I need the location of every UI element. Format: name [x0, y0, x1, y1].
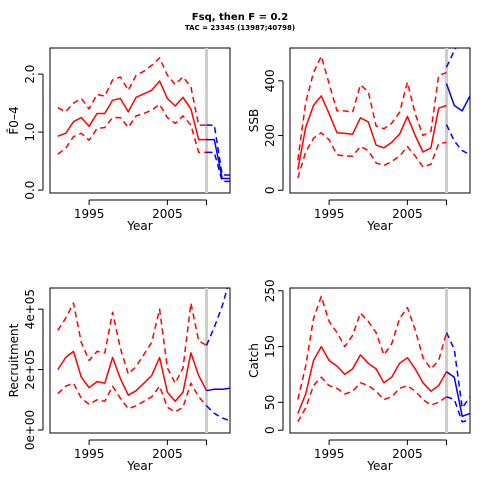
y-tick-label-catch-1: 50 [263, 395, 277, 410]
x-axis-label-ssb: Year [366, 219, 392, 233]
x-tick-label-fbar-0: 1995 [74, 207, 105, 221]
y-tick-label-recruitment-0: 0e+00 [23, 410, 37, 450]
x-axis-label-fbar: Year [126, 219, 152, 233]
y-tick-label-catch-2: 150 [263, 335, 277, 358]
x-tick-label-recruitment-1: 2005 [152, 447, 183, 461]
y-tick-label-ssb-0: 0 [263, 186, 277, 194]
series-group-catch [297, 295, 470, 423]
series-line-fbar-0 [57, 80, 207, 141]
series-line-recruitment-2 [57, 382, 208, 413]
series-line-ssb-3 [445, 83, 470, 112]
series-line-recruitment-3 [206, 387, 230, 392]
series-line-catch-4 [445, 332, 470, 409]
y-tick-label-fbar-0: 0.0 [23, 181, 37, 200]
y-tick-label-catch-3: 250 [263, 279, 277, 302]
series-line-recruitment-1 [57, 302, 207, 384]
series-line-fbar-3 [206, 138, 230, 180]
series-group-ssb [297, 48, 470, 179]
x-axis-label-catch: Year [366, 459, 392, 473]
figure-title: Fsq, then F = 0.2 [192, 12, 288, 23]
series-line-fbar-1 [57, 57, 207, 126]
series-line-catch-2 [297, 376, 447, 423]
plot-frame-ssb [289, 47, 471, 194]
series-line-fbar-5 [206, 151, 230, 183]
x-tick-label-recruitment-0: 1995 [74, 447, 105, 461]
y-tick-label-recruitment-1: 2e+05 [23, 349, 37, 389]
y-tick-label-ssb-1: 200 [263, 124, 277, 147]
series-line-catch-1 [297, 295, 448, 400]
plot-frame-catch [289, 287, 471, 434]
y-tick-label-recruitment-2: 4e+05 [23, 289, 37, 329]
series-line-catch-0 [297, 345, 448, 414]
series-group-recruitment [57, 288, 230, 422]
series-line-ssb-2 [297, 132, 447, 179]
y-axis-label-ssb: SSB [247, 109, 261, 132]
series-line-ssb-0 [297, 95, 447, 170]
x-tick-label-catch-0: 1995 [314, 447, 345, 461]
series-line-recruitment-5 [205, 405, 230, 422]
y-tick-label-ssb-2: 400 [263, 69, 277, 92]
x-tick-label-catch-1: 2005 [392, 447, 423, 461]
series-line-recruitment-0 [57, 350, 208, 403]
series-line-ssb-4 [445, 48, 457, 68]
series-line-ssb-5 [445, 124, 470, 156]
x-tick-label-fbar-1: 2005 [152, 207, 183, 221]
y-axis-label-catch: Catch [247, 343, 261, 378]
y-axis-label-recruitment: Recruitment [7, 323, 21, 397]
plot-frame-fbar [49, 47, 231, 194]
y-axis-label-fbar: F̄0–4 [7, 106, 21, 134]
series-line-recruitment-4 [205, 288, 229, 346]
series-line-fbar-4 [206, 124, 230, 176]
x-tick-label-ssb-0: 1995 [314, 207, 345, 221]
y-tick-label-fbar-1: 1.0 [23, 123, 37, 142]
x-axis-label-recruitment: Year [126, 459, 152, 473]
series-line-ssb-1 [297, 55, 447, 161]
series-line-catch-5 [446, 396, 470, 423]
series-group-fbar [57, 57, 230, 183]
x-tick-label-ssb-1: 2005 [392, 207, 423, 221]
plot-frame-recruitment [49, 287, 231, 434]
figure-subtitle: TAC = 23345 (13987;40798) [185, 24, 295, 32]
y-tick-label-catch-0: 0 [263, 426, 277, 434]
series-line-fbar-2 [57, 103, 207, 155]
series-line-catch-3 [446, 371, 470, 418]
y-tick-label-fbar-2: 2.0 [23, 65, 37, 84]
